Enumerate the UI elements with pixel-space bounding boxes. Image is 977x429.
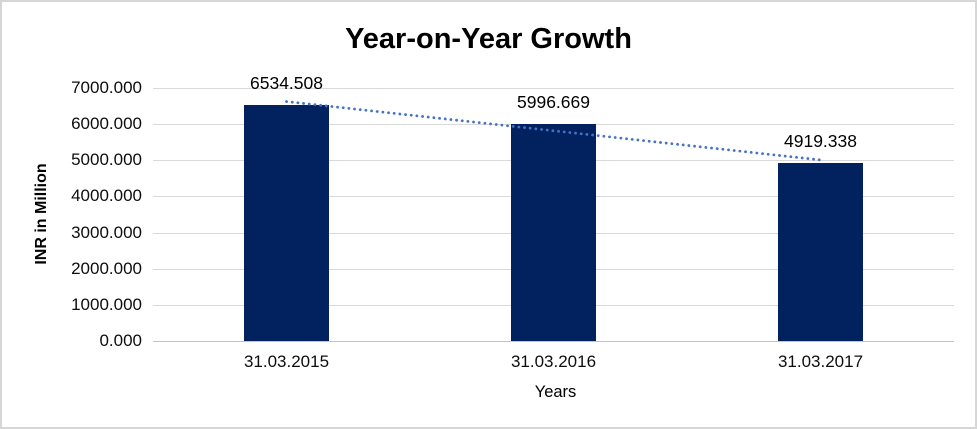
y-tick-label: 3000.000 bbox=[71, 222, 142, 242]
y-tick-label: 6000.000 bbox=[71, 114, 142, 134]
x-axis-title: Years bbox=[534, 383, 577, 401]
y-tick-label: 0.000 bbox=[99, 331, 142, 350]
x-tick-label: 31.03.2017 bbox=[777, 352, 864, 371]
bar bbox=[778, 163, 863, 341]
y-tick-label: 7000.000 bbox=[71, 78, 142, 97]
y-axis-title: INR in Million bbox=[33, 163, 50, 265]
data-label: 5996.669 bbox=[517, 92, 590, 113]
chart-title: Year-on-Year Growth bbox=[345, 23, 632, 55]
data-label: 6534.508 bbox=[250, 72, 323, 93]
y-tick-label: 2000.000 bbox=[71, 258, 142, 278]
bar bbox=[244, 104, 329, 341]
gridline bbox=[153, 88, 954, 89]
bar bbox=[511, 124, 596, 341]
x-tick-label: 31.03.2016 bbox=[510, 352, 597, 371]
x-axis-line bbox=[153, 341, 954, 342]
y-tick-label: 1000.000 bbox=[71, 294, 142, 314]
x-tick-label: 31.03.2015 bbox=[243, 352, 330, 371]
data-label: 4919.338 bbox=[784, 131, 857, 152]
y-tick-label: 5000.000 bbox=[71, 150, 142, 170]
y-tick-label: 4000.000 bbox=[71, 186, 142, 206]
